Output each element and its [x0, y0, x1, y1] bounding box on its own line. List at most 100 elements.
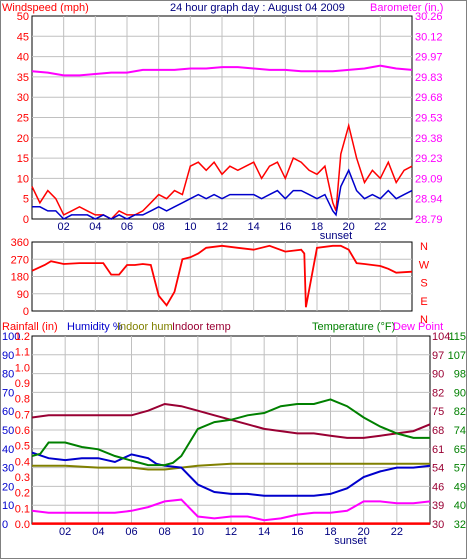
indoor-temp-y-tick-label: 90 — [432, 369, 444, 381]
windspeed-avg-series-line — [32, 168, 413, 220]
windspeed-y-tick-label: 45 — [17, 31, 29, 43]
indoor-temp-y-tick-label: 61 — [432, 444, 444, 456]
humidity-y-tick-label: 90 — [2, 350, 14, 362]
windspeed-x-tick-label: 12 — [216, 221, 228, 233]
barometer-y-tick-label: 29.68 — [415, 92, 443, 104]
wind-direction-y-tick-label: 90 — [17, 289, 29, 301]
rainfall-y-tick-label: 0.7 — [15, 409, 30, 421]
temp-hum-x-tick-label: 08 — [159, 526, 171, 538]
windspeed-y-tick-label: 50 — [17, 11, 29, 23]
temperature-y-tick-label: 98 — [454, 369, 466, 381]
temperature-axis-title: Temperature (°F) — [312, 321, 395, 333]
windspeed-x-tick-label: 08 — [153, 221, 165, 233]
temp-hum-x-tick-label: 04 — [92, 526, 104, 538]
windspeed-y-tick-label: 30 — [17, 92, 29, 104]
temperature-y-tick-label: 49 — [454, 481, 466, 493]
temperature-y-tick-label: 82 — [454, 406, 466, 418]
windspeed-x-tick-label: 06 — [121, 221, 133, 233]
windspeed-y-tick-label: 15 — [17, 153, 29, 165]
windspeed-y-tick-label: 10 — [17, 173, 29, 185]
temp-hum-x-tick-label: 10 — [192, 526, 204, 538]
wind-direction-series-line — [31, 244, 413, 308]
rainfall-y-tick-label: 0.2 — [15, 488, 30, 500]
indoor-temp-y-tick-label: 39 — [432, 500, 444, 512]
indoor-temp-y-tick-label: 30 — [432, 519, 444, 531]
indoor-temp-axis-title: Indoor temp — [172, 321, 231, 333]
wind-direction-y-tick-label: 0 — [23, 306, 29, 318]
humidity-y-tick-label: 30 — [2, 463, 14, 475]
rainfall-axis-title: Rainfall (in) — [2, 321, 58, 333]
humidity-y-tick-label: 10 — [2, 500, 14, 512]
windspeed-x-tick-label: 16 — [279, 221, 291, 233]
wind-direction-y-tick-label: 360 — [11, 237, 29, 249]
chart-title: 24 hour graph day : August 04 2009 — [170, 2, 345, 14]
humidity-y-tick-label: 70 — [2, 387, 14, 399]
rainfall-y-tick-label: 1.2 — [15, 331, 30, 343]
windspeed-x-tick-label: 22 — [374, 221, 386, 233]
windspeed-x-tick-label: 02 — [58, 221, 70, 233]
temperature-y-tick-label: 107 — [448, 350, 466, 362]
dew-point-axis-title: Dew Point — [393, 321, 443, 333]
temperature-y-tick-label: 57 — [454, 463, 466, 475]
rainfall-y-tick-label: 0.6 — [15, 425, 30, 437]
windspeed-y-tick-label: 40 — [17, 52, 29, 64]
humidity-y-tick-label: 80 — [2, 369, 14, 381]
indoor-temp-y-tick-label: 46 — [432, 481, 444, 493]
temperature-y-tick-label: 115 — [448, 331, 466, 343]
temperature-y-tick-label: 90 — [454, 387, 466, 399]
barometer-y-tick-label: 28.79 — [415, 214, 443, 226]
rainfall-y-tick-label: 0.4 — [15, 456, 30, 468]
barometer-y-tick-label: 29.09 — [415, 173, 443, 185]
wind-direction-cardinal-label: N — [420, 241, 428, 253]
barometer-y-tick-label: 30.12 — [415, 31, 443, 43]
temp-hum-x-tick-label: 12 — [225, 526, 237, 538]
rainfall-y-tick-label: 0.5 — [15, 441, 30, 453]
temp-hum-x-tick-label: 22 — [391, 526, 403, 538]
wind-direction-cardinal-label: E — [420, 296, 427, 308]
barometer-y-tick-label: 28.94 — [415, 194, 443, 206]
humidity-y-tick-label: 100 — [2, 331, 20, 343]
temp-hum-x-tick-label: 20 — [358, 526, 370, 538]
humidity-y-tick-label: 20 — [2, 481, 14, 493]
temperature-y-tick-label: 65 — [454, 444, 466, 456]
humidity-axis-title: Humidity % — [67, 321, 123, 333]
humidity-y-tick-label: 0 — [2, 519, 8, 531]
indoor-temp-y-tick-label: 68 — [432, 425, 444, 437]
windspeed-sunset-label: sunset — [320, 230, 352, 242]
rainfall-y-tick-label: 0.9 — [15, 378, 30, 390]
barometer-axis-title: Barometer (in.) — [370, 2, 443, 14]
humidity-y-tick-label: 40 — [2, 444, 14, 456]
windspeed-x-tick-label: 18 — [311, 221, 323, 233]
wind-direction-y-tick-label: 270 — [11, 254, 29, 266]
temp-hum-x-tick-label: 14 — [258, 526, 270, 538]
humidity-y-tick-label: 60 — [2, 406, 14, 418]
temp-hum-x-tick-label: 16 — [291, 526, 303, 538]
wind-direction-cardinal-label: S — [420, 278, 427, 290]
wind-direction-cardinal-label: N — [420, 314, 428, 326]
rainfall-y-tick-label: 0.3 — [15, 472, 30, 484]
humidity-y-tick-label: 50 — [2, 425, 14, 437]
indoor-temp-y-tick-label: 97 — [432, 350, 444, 362]
dew-point-series-line — [31, 498, 431, 522]
windspeed-y-tick-label: 20 — [17, 133, 29, 145]
barometer-y-tick-label: 29.97 — [415, 52, 443, 64]
temp-hum-x-tick-label: 02 — [59, 526, 71, 538]
rainfall-y-tick-label: 0.1 — [15, 503, 30, 515]
wind-direction-y-tick-label: 180 — [11, 272, 29, 284]
temperature-y-tick-label: 74 — [454, 425, 466, 437]
indoor-temp-y-tick-label: 104 — [432, 331, 450, 343]
barometer-y-tick-label: 29.53 — [415, 113, 443, 125]
windspeed-x-tick-label: 20 — [343, 221, 355, 233]
windspeed-x-tick-label: 14 — [248, 221, 260, 233]
windspeed-series-line — [31, 122, 413, 220]
barometer-y-tick-label: 29.38 — [415, 133, 443, 145]
barometer-y-tick-label: 29.23 — [415, 153, 443, 165]
humidity-series-line — [31, 451, 431, 497]
barometer-y-tick-label: 29.83 — [415, 72, 443, 84]
windspeed-y-tick-label: 0 — [23, 214, 29, 226]
indoor-hum-series-line — [32, 462, 430, 471]
windspeed-x-tick-label: 04 — [89, 221, 101, 233]
indoor-temp-y-tick-label: 75 — [432, 406, 444, 418]
